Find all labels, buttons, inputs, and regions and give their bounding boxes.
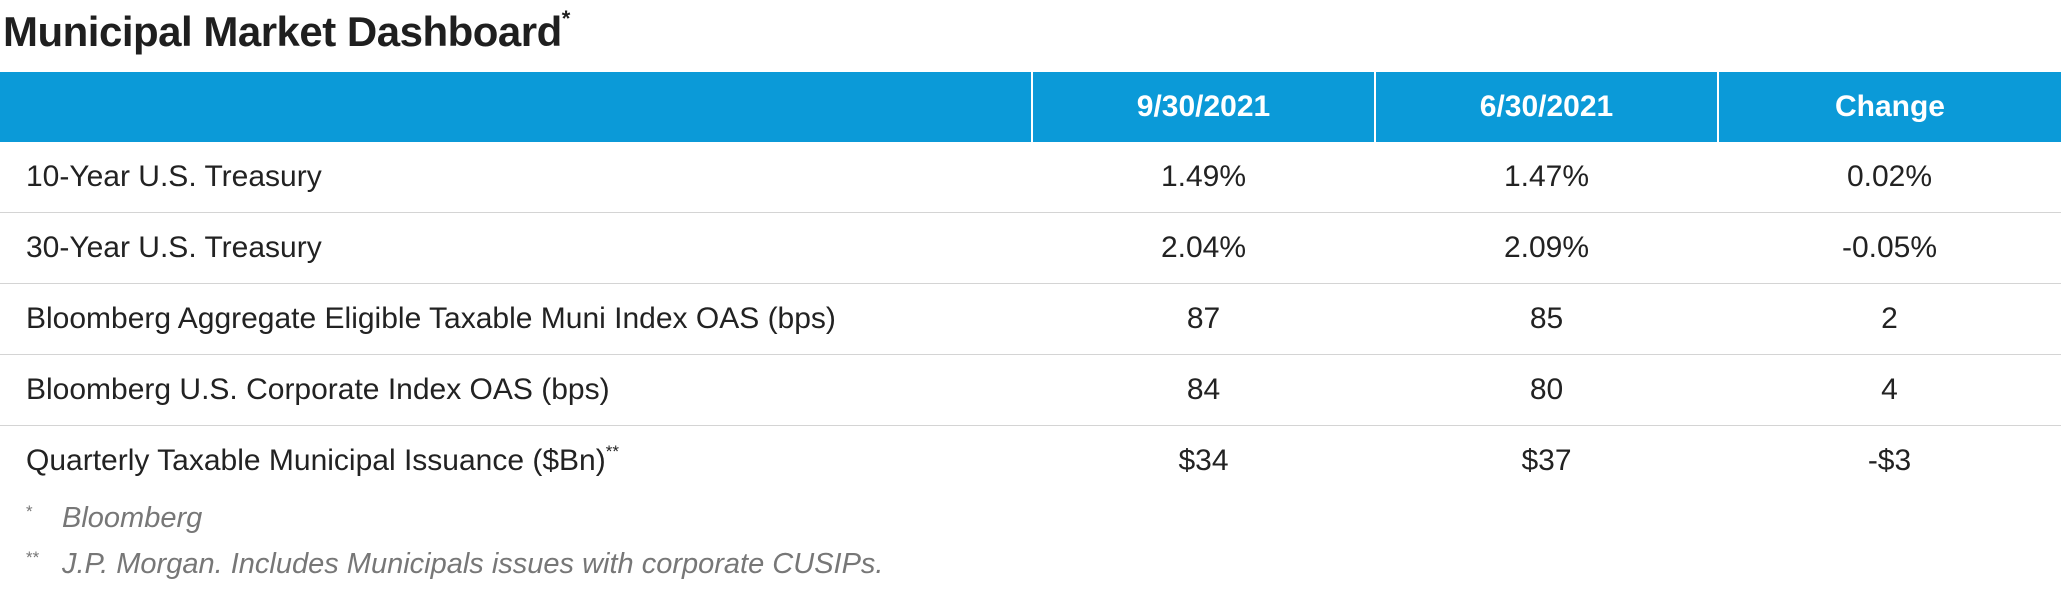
footnote-text: Bloomberg [62,502,203,534]
value-cell: 2 [1718,283,2061,355]
row-label-text: 30-Year U.S. Treasury [26,231,322,264]
header-cell [0,72,1032,142]
value-cell: 2.04% [1032,212,1375,284]
footnote-text: J.P. Morgan. Includes Municipals issues … [62,548,884,580]
value-cell: -$3 [1867,444,1912,477]
footnote: * Bloomberg [26,502,202,535]
header-cell: 6/30/2021 [1374,72,1718,142]
dashboard-table: 9/30/2021 6/30/2021 Change 10-Year U.S. … [0,72,2061,496]
footnote-marker: ** [26,548,40,567]
value-cell: 85 [1375,283,1718,355]
header-cell: 9/30/2021 [1031,72,1375,142]
table-row: 10-Year U.S. Treasury 1.49% 1.47% 0.02% [0,142,2061,213]
row-label: Bloomberg Aggregate Eligible Taxable Mun… [0,283,1032,355]
value-cell: 1.49% [1032,142,1375,213]
value-cell: 1.47% [1375,142,1718,213]
header-row: 9/30/2021 6/30/2021 Change [0,72,2061,142]
row-note: ** [605,442,619,461]
value-cell: 84 [1032,354,1375,426]
table-row: Bloomberg Aggregate Eligible Taxable Mun… [0,283,2061,355]
row-label-text: Bloomberg U.S. Corporate Index OAS (bps) [26,373,610,406]
value-cell: $37 [1521,444,1572,477]
footnote-marker: * [26,502,33,521]
title-text: Municipal Market Dashboard [3,8,562,55]
footnote: ** J.P. Morgan. Includes Municipals issue… [26,548,884,581]
header-cell: Change [1717,72,2061,142]
row-label: Quarterly Taxable Municipal Issuance ($B… [0,426,1032,497]
title: Municipal Market Dashboard* [3,6,571,56]
table-row: Bloomberg U.S. Corporate Index OAS (bps)… [0,354,2061,426]
row-label: 10-Year U.S. Treasury [0,142,1032,213]
row-label: 30-Year U.S. Treasury [0,212,1032,284]
value-cell: -0.05% [1718,212,2061,284]
row-label-text: Quarterly Taxable Municipal Issuance ($B… [26,444,606,477]
row-label-text: Bloomberg Aggregate Eligible Taxable Mun… [26,302,836,335]
row-label: Bloomberg U.S. Corporate Index OAS (bps) [0,354,1032,426]
value-cell: 87 [1032,283,1375,355]
value-cell: $34 [1178,444,1229,477]
value-cell: 2.09% [1375,212,1718,284]
table-row: Quarterly Taxable Municipal Issuance ($B… [0,426,2061,497]
table-row: 30-Year U.S. Treasury 2.04% 2.09% -0.05% [0,212,2061,284]
value-cell: 80 [1375,354,1718,426]
value-cell: 4 [1718,354,2061,426]
value-cell: 0.02% [1718,142,2061,213]
title-note: * [561,6,571,31]
row-label-text: 10-Year U.S. Treasury [26,160,322,193]
